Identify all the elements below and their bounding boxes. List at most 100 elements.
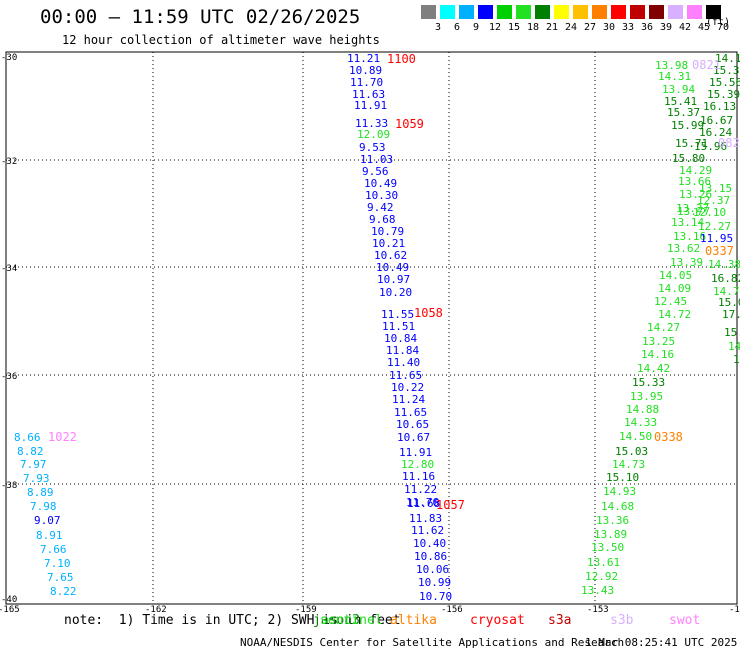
- legend-label: 42: [678, 22, 692, 33]
- satellite-s3a: s3a: [548, 613, 572, 628]
- swh-value: 8.89: [27, 486, 54, 499]
- note-text: note: 1) Time is in UTC; 2) SWH is in fe…: [64, 613, 401, 628]
- swh-value: 16.67: [700, 114, 733, 127]
- swh-value: 10.40: [413, 537, 446, 550]
- swh-value: 10.21: [372, 237, 405, 250]
- swh-value: 10.65: [396, 418, 429, 431]
- swh-value: 13.89: [594, 528, 627, 541]
- swh-value: 13.16: [673, 230, 706, 243]
- legend-label: 39: [659, 22, 673, 33]
- legend-swatch: [459, 5, 474, 19]
- swh-value: 10.49: [376, 261, 409, 274]
- legend-label: 45: [697, 22, 711, 33]
- swh-value: 15.99: [671, 119, 704, 132]
- swh-value: 8.22: [50, 585, 77, 598]
- swh-value: 11.40: [387, 356, 420, 369]
- swh-value: 9.68: [369, 213, 396, 226]
- swh-value: 14.31: [658, 70, 691, 83]
- swh-value: 14.09: [658, 282, 691, 295]
- legend-swatch: [497, 5, 512, 19]
- map-title: 00:00 – 11:59 UTC 02/26/2025: [40, 6, 361, 28]
- lat-label: -30: [1, 53, 17, 63]
- satellite-sentinel: sentinel: [320, 613, 383, 628]
- swh-value: 10.99: [418, 576, 451, 589]
- swh-value: 14.68: [601, 500, 634, 513]
- swh-value: 13.66: [678, 175, 711, 188]
- legend-swatch: [649, 5, 664, 19]
- satellite-cryosat: cryosat: [470, 613, 525, 628]
- swh-value: 9.07: [34, 514, 61, 527]
- legend-label: 27: [583, 22, 597, 33]
- swh-value: 10.97: [377, 273, 410, 286]
- lon-label: -153: [587, 605, 609, 615]
- legend-label: 30: [602, 22, 616, 33]
- swh-value: 10.22: [391, 381, 424, 394]
- swh-value: 9.42: [367, 201, 394, 214]
- footer-credit: NOAA/NESDIS Center for Satellite Applica…: [240, 636, 625, 649]
- swh-value: 10.67: [397, 431, 430, 444]
- legend-label: 18: [526, 22, 540, 33]
- time-label: 0337: [705, 244, 734, 258]
- swh-value: 13.27: [676, 202, 709, 215]
- swh-value: 14.33: [624, 416, 657, 429]
- legend-label: 3: [434, 22, 442, 33]
- time-label: 082: [718, 136, 740, 150]
- swh-value: 12.45: [654, 295, 687, 308]
- swh-value: 10.89: [349, 64, 382, 77]
- swh-value: 15.56: [709, 76, 740, 89]
- swh-value: 10.06: [416, 563, 449, 576]
- legend-label: 70: [716, 22, 730, 33]
- swh-value: 13.61: [587, 556, 620, 569]
- swh-value: 15.37: [667, 106, 700, 119]
- swh-value: 16.82: [711, 272, 740, 285]
- swh-value: 11.83: [409, 512, 442, 525]
- swh-value: 11.91: [354, 99, 387, 112]
- time-label: 1057: [436, 498, 465, 512]
- swh-value: 13.94: [662, 83, 695, 96]
- swh-value: 14: [728, 340, 740, 353]
- legend-unit: (ft): [706, 17, 731, 28]
- legend-label: 36: [640, 22, 654, 33]
- swh-value: 13.77: [677, 205, 710, 218]
- swh-value: 11.65: [389, 369, 422, 382]
- lat-label: -40: [1, 595, 17, 605]
- legend-swatch: [421, 5, 436, 19]
- swh-value: 14.73: [612, 458, 645, 471]
- swh-value: 8.82: [17, 445, 44, 458]
- swh-value: 11.55: [381, 308, 414, 321]
- swh-value: 11.70: [350, 76, 383, 89]
- swh-value: 15.96: [694, 140, 727, 153]
- swh-value: 13.39: [670, 256, 703, 269]
- swh-value: 12.10: [693, 206, 726, 219]
- swh-value: 12.80: [401, 458, 434, 471]
- swh-value: 10.84: [384, 332, 417, 345]
- swh-value: 13.26: [679, 188, 712, 201]
- swh-value: 17.1: [722, 308, 740, 321]
- swh-value: 11.24: [392, 393, 425, 406]
- swh-value: 15.80: [672, 152, 705, 165]
- swh-value: 14.16: [641, 348, 674, 361]
- lat-label: -36: [1, 372, 17, 382]
- swh-value: 7.10: [44, 557, 71, 570]
- swh-value: 16.13: [703, 100, 736, 113]
- swh-value: 12.92: [585, 570, 618, 583]
- legend-label: 12: [488, 22, 502, 33]
- map-subtitle: 12 hour collection of altimeter wave hei…: [62, 33, 380, 47]
- swh-value: 14.27: [647, 321, 680, 334]
- swh-value: 13.98: [655, 59, 688, 72]
- swh-value: 10.70: [419, 590, 452, 603]
- swh-value: 12.27: [698, 220, 731, 233]
- legend-swatch: [554, 5, 569, 19]
- legend-swatch: [478, 5, 493, 19]
- time-label: 0338: [654, 430, 683, 444]
- swh-value: 11.16: [402, 470, 435, 483]
- lat-label: -38: [1, 481, 17, 491]
- satellite-swot: swot: [669, 613, 701, 628]
- lon-label: -165: [0, 605, 20, 615]
- footer-timestamp: 1 Mar 08:25:41 UTC 2025: [585, 636, 738, 649]
- swh-value: 14.72: [658, 308, 691, 321]
- swh-value: 10.79: [371, 225, 404, 238]
- legend-label: 15: [507, 22, 521, 33]
- swh-value: 7.97: [20, 458, 47, 471]
